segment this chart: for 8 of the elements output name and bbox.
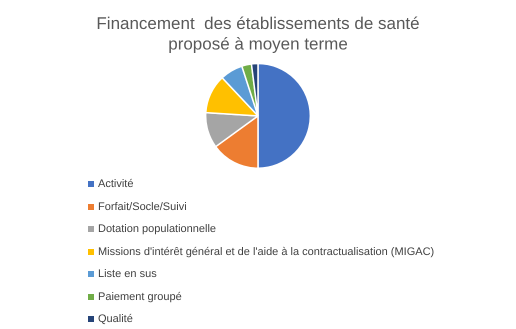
legend-label: Qualité xyxy=(98,313,133,326)
legend-label: Forfait/Socle/Suivi xyxy=(98,200,187,213)
legend-label: Dotation populationnelle xyxy=(98,223,216,236)
chart-title: Financement des établissements de santé proposé à moyen terme xyxy=(96,14,420,54)
legend-label: Paiement groupé xyxy=(98,290,182,303)
legend-label: Activité xyxy=(98,178,134,190)
legend-label: Missions d'intérêt général et de l'aide à la contractualisation (MIGAC) xyxy=(98,246,434,258)
legend-label: Liste en sus xyxy=(98,268,157,280)
